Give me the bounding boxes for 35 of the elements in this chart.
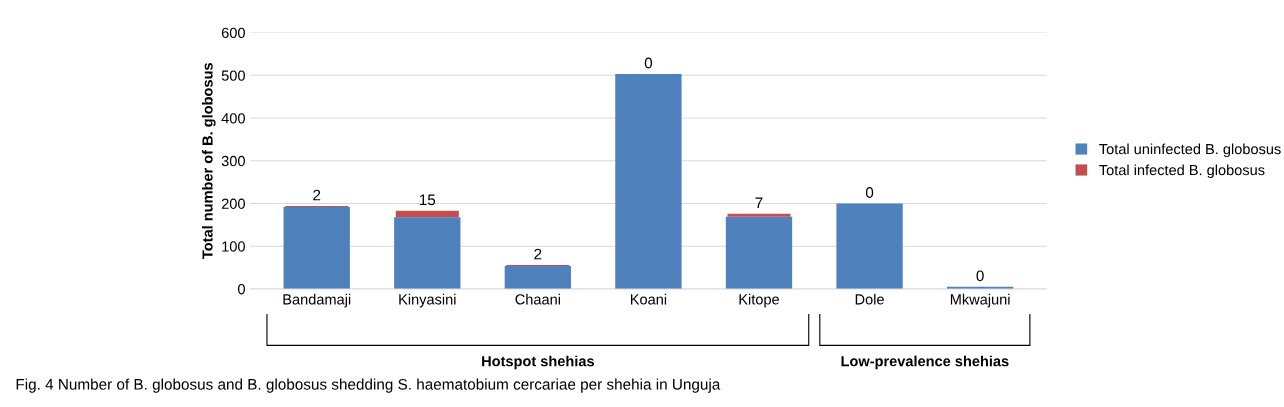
y-tick-label: 200: [221, 198, 245, 209]
bar: [504, 265, 572, 289]
data-label: 0: [976, 270, 984, 282]
x-tick-label: Dole: [855, 293, 884, 305]
y-tick-label: 300: [221, 155, 245, 167]
x-tick-label: Koani: [630, 293, 667, 305]
x-tick-label: Kitope: [739, 293, 780, 308]
bar: [615, 74, 682, 289]
bar: [283, 206, 350, 289]
bar: [727, 213, 791, 217]
text: Low-prevalence shehias: [841, 355, 1009, 370]
caption: Fig. 4 Number of B. globosus and B. globosus shedding S. haematobium cercariae per shehia in Unguja: [16, 378, 721, 393]
x-tick-label: Bandamaji: [283, 293, 351, 308]
bar: [836, 203, 903, 289]
bar: [725, 216, 793, 289]
data-label: 0: [865, 187, 874, 198]
y-tick-label: 0: [237, 284, 245, 295]
data-label: 7: [755, 197, 763, 209]
legend-label: Total uninfected B. globosus: [1099, 143, 1281, 158]
data-label: 2: [534, 248, 542, 260]
x-tick-label: Chaani: [515, 293, 560, 305]
x-tick-label: Mkwajuni: [950, 293, 1010, 308]
data-label: 0: [644, 57, 653, 69]
y-axis-title: Total number of B. globosus: [201, 63, 216, 259]
y-tick-label: 600: [221, 27, 245, 38]
bar: [395, 210, 459, 218]
data-label: 2: [313, 189, 321, 201]
bar: [394, 217, 461, 289]
legend-label: Total infected B. globosus: [1099, 164, 1265, 179]
data-label: 15: [419, 194, 436, 206]
y-tick-label: 400: [221, 113, 245, 124]
x-tick-label: Kinyasini: [399, 293, 456, 308]
y-tick-label: 100: [222, 241, 245, 252]
y-tick-label: 500: [221, 70, 245, 81]
text: Hotspot shehias: [482, 355, 594, 370]
